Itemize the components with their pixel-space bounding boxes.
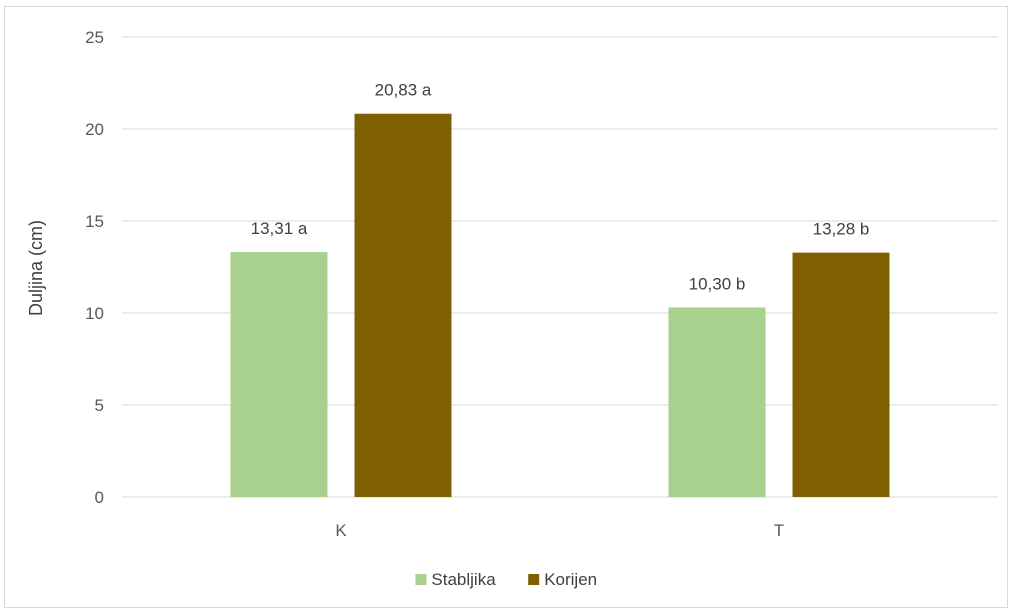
legend: Stabljika Korijen: [415, 570, 597, 589]
y-tick-label: 20: [85, 120, 104, 139]
x-tick-label: T: [774, 521, 784, 540]
legend-swatch-korijen: [528, 574, 540, 585]
y-tick-label: 15: [85, 212, 104, 231]
data-label: 13,31 a: [251, 219, 308, 238]
bar-korijen-k: [354, 113, 452, 497]
bar-stabljika-k: [230, 252, 328, 497]
y-tick-label: 10: [85, 304, 104, 323]
y-tick-label: 5: [95, 396, 104, 415]
legend-label: Korijen: [544, 570, 597, 589]
y-axis-title: Duljina (cm): [26, 220, 46, 316]
x-tick-label: K: [335, 521, 347, 540]
data-labels: 13,31 a 20,83 a 10,30 b 13,28 b: [251, 81, 870, 294]
data-label: 20,83 a: [375, 81, 432, 100]
y-tick-label: 0: [95, 488, 104, 507]
bars: [230, 113, 890, 497]
bar-korijen-t: [792, 252, 890, 497]
bar-stabljika-t: [668, 307, 766, 497]
y-axis-ticks: 0 5 10 15 20 25: [85, 28, 104, 507]
legend-label: Stabljika: [431, 570, 496, 589]
legend-swatch-stabljika: [415, 574, 427, 585]
data-label: 13,28 b: [813, 220, 870, 239]
y-tick-label: 25: [85, 28, 104, 47]
data-label: 10,30 b: [689, 274, 746, 293]
